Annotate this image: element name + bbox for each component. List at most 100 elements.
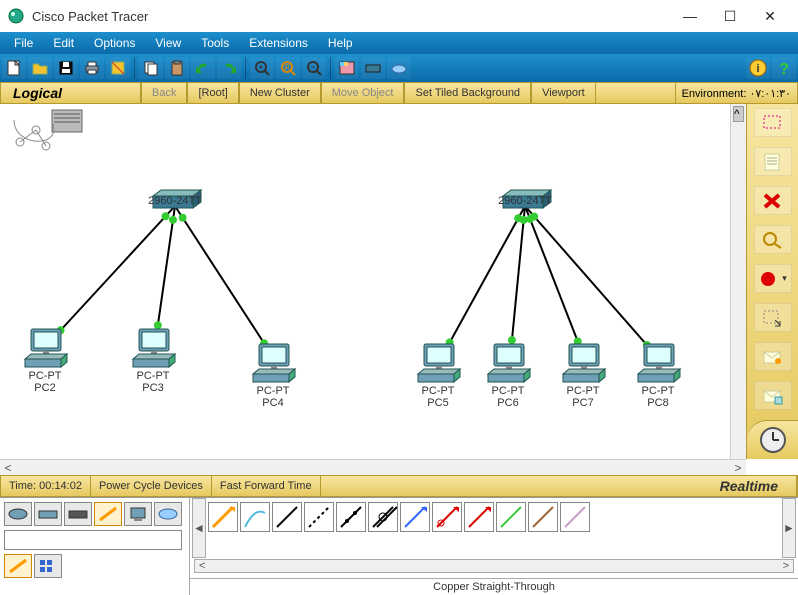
- cable-scroll-left[interactable]: ◄: [192, 498, 206, 558]
- cable-console-icon[interactable]: [240, 502, 270, 532]
- maximize-button[interactable]: ☐: [710, 2, 750, 30]
- pc-pc2[interactable]: PC-PTPC2: [25, 329, 67, 394]
- svg-text:i: i: [756, 63, 759, 75]
- resize-tool[interactable]: [754, 303, 792, 332]
- svg-text:PC3: PC3: [142, 382, 163, 394]
- vertical-scrollbar[interactable]: ^: [730, 104, 746, 459]
- device-search-input[interactable]: [4, 530, 182, 550]
- pc-pc7[interactable]: PC-PTPC7: [563, 344, 605, 409]
- cable-serial-dte-icon[interactable]: [464, 502, 494, 532]
- cable-usb1-icon[interactable]: [528, 502, 558, 532]
- print-icon[interactable]: [80, 57, 104, 79]
- cable-copper-cross-icon[interactable]: [304, 502, 334, 532]
- dev-router-icon[interactable]: [4, 502, 32, 526]
- svg-text:PC-PT: PC-PT: [257, 385, 290, 397]
- open-file-icon[interactable]: [28, 57, 52, 79]
- select-tool[interactable]: [754, 108, 792, 137]
- svg-text:PC5: PC5: [427, 397, 448, 409]
- dev-connections-icon[interactable]: [94, 502, 122, 526]
- cable-coax-icon[interactable]: [400, 502, 430, 532]
- horizontal-scrollbar[interactable]: < >: [0, 459, 746, 475]
- cable-fiber-icon[interactable]: [336, 502, 366, 532]
- menu-extensions[interactable]: Extensions: [239, 36, 318, 50]
- redo-icon[interactable]: [217, 57, 241, 79]
- pc-pc6[interactable]: PC-PTPC6: [488, 344, 530, 409]
- scroll-right-icon[interactable]: >: [730, 461, 746, 475]
- scrollbar-thumb[interactable]: ^: [733, 106, 744, 122]
- cloud-icon[interactable]: [387, 57, 411, 79]
- svg-text:2960-24TT: 2960-24TT: [498, 195, 552, 207]
- menu-help[interactable]: Help: [318, 36, 363, 50]
- svg-text:PC8: PC8: [647, 397, 668, 409]
- svg-text:R: R: [284, 63, 290, 72]
- shape-tool[interactable]: ▾: [754, 264, 792, 293]
- wizard-icon[interactable]: [106, 57, 130, 79]
- connection-grid-icon[interactable]: [34, 554, 62, 578]
- cable-scroll-right[interactable]: ►: [782, 498, 796, 558]
- zoom-reset-icon[interactable]: R: [276, 57, 300, 79]
- dev-switch-icon[interactable]: [34, 502, 62, 526]
- pc-pc5[interactable]: PC-PTPC5: [418, 344, 460, 409]
- fast-forward-button[interactable]: Fast Forward Time: [212, 476, 321, 496]
- switch-sw1[interactable]: 2960-24TT: [148, 190, 202, 208]
- cable-auto-icon[interactable]: [208, 502, 238, 532]
- palette-icon[interactable]: [335, 57, 359, 79]
- right-toolbar: ▾: [746, 104, 798, 459]
- cable-copper-straight-icon[interactable]: [272, 502, 302, 532]
- cable-scrollbar[interactable]: <>: [194, 559, 794, 573]
- pc-pc4[interactable]: PC-PTPC4: [253, 344, 295, 409]
- dev-wan-icon[interactable]: [154, 502, 182, 526]
- zoom-out-icon[interactable]: [302, 57, 326, 79]
- menu-file[interactable]: File: [4, 36, 43, 50]
- zoom-in-icon[interactable]: [250, 57, 274, 79]
- note-tool[interactable]: [754, 147, 792, 176]
- environment-label[interactable]: Environment: ٠٧:٠١:٣٠: [675, 83, 797, 103]
- simulation-bar: Time: 00:14:02 Power Cycle Devices Fast …: [0, 475, 798, 497]
- save-icon[interactable]: [54, 57, 78, 79]
- connection-auto-icon[interactable]: [4, 554, 32, 578]
- complex-pdu-tool[interactable]: [754, 381, 792, 410]
- svg-text:PC-PT: PC-PT: [642, 385, 675, 397]
- pc-pc3[interactable]: PC-PTPC3: [133, 329, 175, 394]
- help-icon[interactable]: ?: [772, 57, 796, 79]
- undo-icon[interactable]: [191, 57, 215, 79]
- close-button[interactable]: ✕: [750, 2, 790, 30]
- secbar-viewport-button[interactable]: Viewport: [531, 83, 596, 103]
- secbar-newcluster-button[interactable]: New Cluster: [239, 83, 321, 103]
- secbar-back-button: Back: [141, 83, 187, 103]
- cable-phone-icon[interactable]: [368, 502, 398, 532]
- menu-tools[interactable]: Tools: [191, 36, 239, 50]
- switch-sw2[interactable]: 2960-24TT: [498, 190, 552, 208]
- devices-icon[interactable]: [361, 57, 385, 79]
- dev-enddevice-icon[interactable]: [124, 502, 152, 526]
- secbar-settiledbackground-button[interactable]: Set Tiled Background: [404, 83, 531, 103]
- realtime-tab[interactable]: Realtime: [702, 476, 797, 496]
- info-icon[interactable]: i: [746, 57, 770, 79]
- dev-hub-icon[interactable]: [64, 502, 92, 526]
- pc-pc8[interactable]: PC-PTPC8: [638, 344, 680, 409]
- logical-tab[interactable]: Logical: [1, 83, 141, 103]
- realtime-clock-icon[interactable]: [747, 420, 798, 459]
- delete-tool[interactable]: [754, 186, 792, 215]
- svg-text:PC4: PC4: [262, 397, 283, 409]
- menu-view[interactable]: View: [145, 36, 191, 50]
- power-cycle-button[interactable]: Power Cycle Devices: [91, 476, 212, 496]
- scroll-left-icon[interactable]: <: [0, 461, 16, 475]
- svg-text:PC6: PC6: [497, 397, 518, 409]
- workspace[interactable]: 2960-24TT2960-24TTPC-PTPC2PC-PTPC3PC-PTP…: [0, 104, 746, 459]
- svg-text:PC-PT: PC-PT: [492, 385, 525, 397]
- secbar-root-button[interactable]: [Root]: [187, 83, 238, 103]
- topology-canvas[interactable]: 2960-24TT2960-24TTPC-PTPC2PC-PTPC3PC-PTP…: [0, 104, 746, 459]
- simple-pdu-tool[interactable]: [754, 342, 792, 371]
- menu-edit[interactable]: Edit: [43, 36, 84, 50]
- cable-serial-dce-icon[interactable]: [432, 502, 462, 532]
- zoom-tool[interactable]: [754, 225, 792, 254]
- new-file-icon[interactable]: [2, 57, 26, 79]
- cable-octal-icon[interactable]: [496, 502, 526, 532]
- copy-icon[interactable]: [139, 57, 163, 79]
- selected-cable-label: Copper Straight-Through: [190, 578, 798, 593]
- minimize-button[interactable]: —: [670, 2, 710, 30]
- paste-icon[interactable]: [165, 57, 189, 79]
- menu-options[interactable]: Options: [84, 36, 145, 50]
- cable-usb2-icon[interactable]: [560, 502, 590, 532]
